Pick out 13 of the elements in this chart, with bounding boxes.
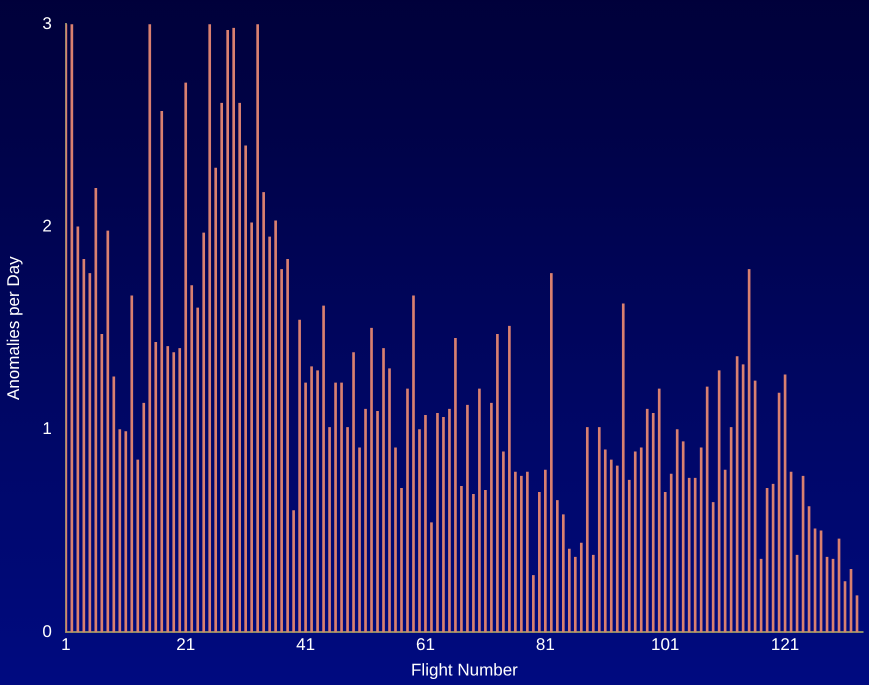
x-tick-label: 61 <box>416 635 435 654</box>
x-tick-label: 121 <box>770 635 800 654</box>
y-tick-label: 1 <box>42 419 52 438</box>
x-axis-title: Flight Number <box>411 660 518 680</box>
x-tick-label: 41 <box>296 635 316 654</box>
x-tick-label: 81 <box>536 635 555 654</box>
x-tick-label: 21 <box>176 635 196 654</box>
x-tick-label: 1 <box>61 635 71 654</box>
y-tick-label: 0 <box>42 622 52 641</box>
y-tick-label: 3 <box>42 14 52 33</box>
x-tick-label: 101 <box>651 635 680 654</box>
y-axis-title: Anomalies per Day <box>4 256 23 400</box>
y-tick-label: 2 <box>42 216 52 236</box>
